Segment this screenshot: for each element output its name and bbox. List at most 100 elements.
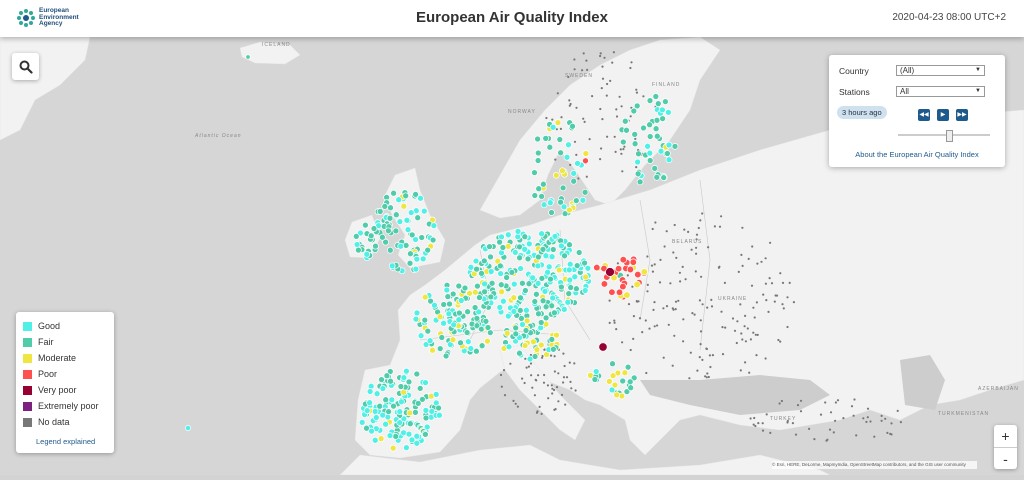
station-marker[interactable] <box>623 126 630 134</box>
station-marker[interactable] <box>626 265 635 274</box>
station-marker[interactable] <box>653 173 661 181</box>
no-data-marker[interactable] <box>499 373 503 377</box>
no-data-marker[interactable] <box>696 369 699 372</box>
station-marker[interactable] <box>413 439 421 447</box>
no-data-marker[interactable] <box>695 246 698 249</box>
station-marker[interactable] <box>377 435 385 442</box>
station-marker[interactable] <box>560 306 568 313</box>
no-data-marker[interactable] <box>574 389 577 392</box>
no-data-marker[interactable] <box>568 361 571 364</box>
station-marker[interactable] <box>523 317 531 325</box>
station-marker[interactable] <box>371 436 379 444</box>
station-marker[interactable] <box>566 241 573 249</box>
no-data-marker[interactable] <box>782 307 785 310</box>
no-data-marker[interactable] <box>599 52 602 55</box>
station-marker[interactable] <box>659 106 666 114</box>
stations-select[interactable]: All ▼ <box>896 86 985 97</box>
no-data-marker[interactable] <box>689 351 692 354</box>
no-data-marker[interactable] <box>570 387 573 390</box>
station-marker[interactable] <box>402 192 410 200</box>
no-data-marker[interactable] <box>531 386 534 389</box>
station-marker[interactable] <box>542 135 550 142</box>
no-data-marker[interactable] <box>752 331 755 334</box>
no-data-marker[interactable] <box>599 107 602 111</box>
station-marker[interactable] <box>533 290 540 298</box>
station-marker[interactable] <box>558 283 565 291</box>
station-marker[interactable] <box>564 298 572 306</box>
no-data-marker[interactable] <box>842 417 845 420</box>
station-marker[interactable] <box>651 165 659 172</box>
station-marker[interactable] <box>646 133 654 140</box>
station-marker[interactable] <box>640 124 647 132</box>
no-data-marker[interactable] <box>615 328 618 331</box>
legend-explained-link[interactable]: Legend explained <box>36 437 96 446</box>
station-marker[interactable] <box>534 135 541 143</box>
station-marker[interactable] <box>412 265 420 273</box>
no-data-marker[interactable] <box>706 306 709 309</box>
station-marker[interactable] <box>503 274 510 281</box>
no-data-marker[interactable] <box>551 392 554 395</box>
station-marker[interactable] <box>406 420 414 428</box>
no-data-marker[interactable] <box>569 102 572 106</box>
station-marker[interactable] <box>418 234 426 241</box>
station-marker[interactable] <box>352 233 360 240</box>
station-marker[interactable] <box>555 266 563 274</box>
station-marker[interactable] <box>548 336 556 343</box>
station-marker[interactable] <box>584 264 592 272</box>
station-marker[interactable] <box>487 268 495 275</box>
station-marker[interactable] <box>422 407 430 414</box>
no-data-marker[interactable] <box>615 115 619 118</box>
no-data-marker[interactable] <box>769 431 772 434</box>
no-data-marker[interactable] <box>585 175 588 178</box>
no-data-marker[interactable] <box>638 317 642 320</box>
no-data-marker[interactable] <box>735 341 738 345</box>
no-data-marker[interactable] <box>527 365 531 368</box>
station-marker[interactable] <box>419 255 427 263</box>
station-marker[interactable] <box>552 171 560 179</box>
station-marker[interactable] <box>582 150 590 157</box>
station-marker[interactable] <box>363 424 370 432</box>
no-data-marker[interactable] <box>755 301 759 304</box>
station-marker[interactable] <box>417 332 425 340</box>
no-data-marker[interactable] <box>794 433 798 436</box>
no-data-marker[interactable] <box>765 413 768 416</box>
no-data-marker[interactable] <box>755 354 758 357</box>
station-marker[interactable] <box>510 294 518 301</box>
station-marker[interactable] <box>573 285 580 293</box>
station-marker[interactable] <box>549 246 557 253</box>
station-marker[interactable] <box>408 231 416 239</box>
no-data-marker[interactable] <box>865 420 868 423</box>
no-data-marker[interactable] <box>635 300 638 303</box>
no-data-marker[interactable] <box>609 79 612 82</box>
no-data-marker[interactable] <box>884 417 887 420</box>
station-marker[interactable] <box>355 246 362 254</box>
station-marker[interactable] <box>646 121 653 129</box>
no-data-marker[interactable] <box>825 439 828 442</box>
station-marker[interactable] <box>385 408 392 415</box>
no-data-marker[interactable] <box>752 423 755 426</box>
no-data-marker[interactable] <box>721 326 724 329</box>
station-marker[interactable] <box>525 280 533 288</box>
no-data-marker[interactable] <box>650 264 654 267</box>
no-data-marker[interactable] <box>591 95 594 98</box>
no-data-marker[interactable] <box>653 301 656 304</box>
station-marker[interactable] <box>546 143 554 151</box>
station-marker[interactable] <box>387 204 394 212</box>
station-marker[interactable] <box>382 420 389 428</box>
station-marker[interactable] <box>487 253 494 261</box>
station-marker[interactable] <box>481 288 488 296</box>
station-marker[interactable] <box>474 282 481 290</box>
station-marker[interactable] <box>522 327 530 334</box>
no-data-marker[interactable] <box>741 338 744 341</box>
station-marker[interactable] <box>438 334 446 341</box>
no-data-marker[interactable] <box>828 428 832 431</box>
no-data-marker[interactable] <box>677 299 680 302</box>
no-data-marker[interactable] <box>563 364 566 368</box>
no-data-marker[interactable] <box>565 376 569 379</box>
no-data-marker[interactable] <box>665 305 669 308</box>
station-marker[interactable] <box>646 97 654 104</box>
no-data-marker[interactable] <box>606 135 609 138</box>
no-data-marker[interactable] <box>541 356 544 359</box>
station-marker[interactable] <box>538 230 545 238</box>
station-marker[interactable] <box>627 384 635 392</box>
